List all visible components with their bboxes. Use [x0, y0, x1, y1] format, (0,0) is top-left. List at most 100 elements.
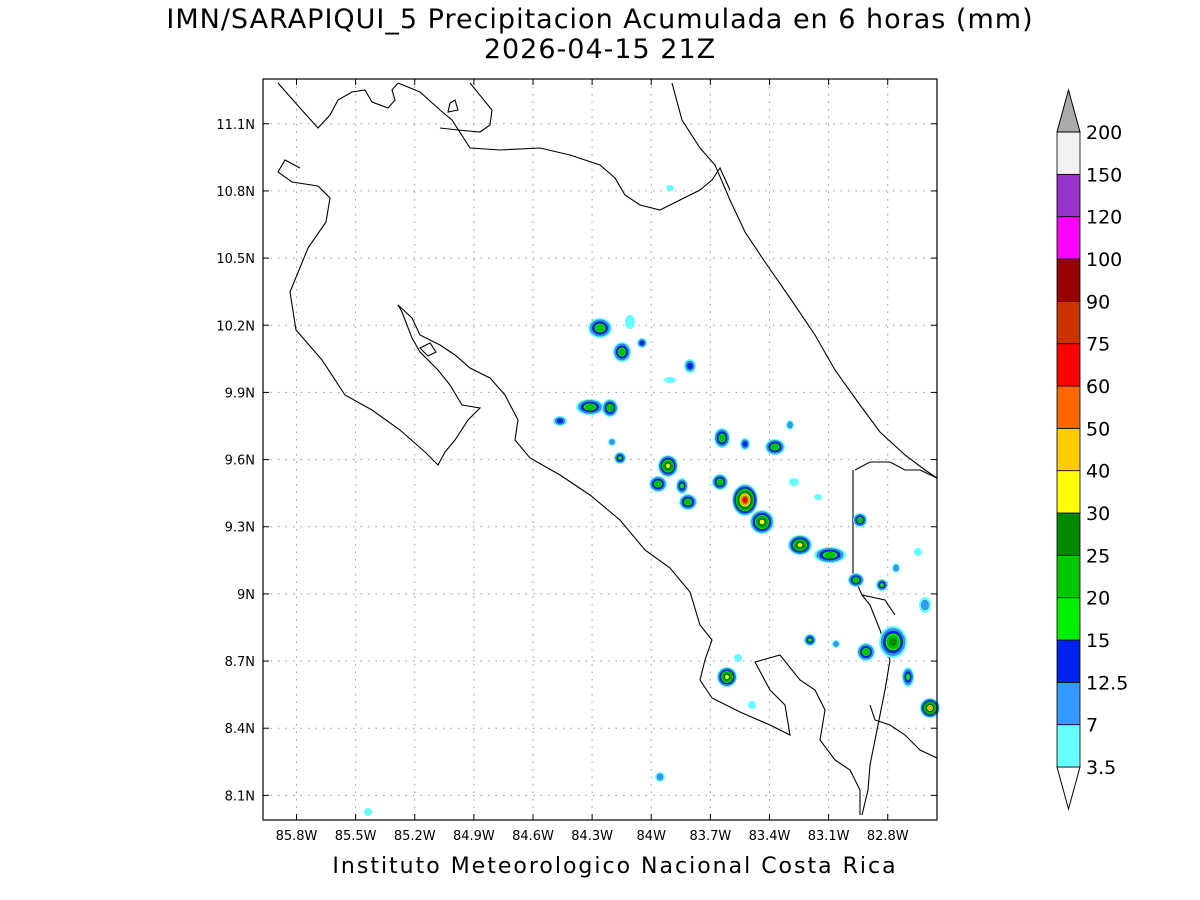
lon-tick-label: 84W: [637, 829, 667, 844]
rain-cell: [717, 667, 737, 687]
lon-tick-label: 83.7W: [689, 829, 731, 844]
rain-contour: [863, 649, 869, 655]
colorbar-label: 150: [1086, 164, 1122, 186]
rain-cell: [637, 338, 647, 348]
colorbar-segment: [1056, 597, 1081, 641]
colorbar-label: 20: [1086, 588, 1110, 610]
rain-contour: [685, 499, 691, 505]
rain-cell: [613, 342, 631, 362]
rain-contour: [585, 404, 595, 410]
footer-credit: Instituto Meteorologico Nacional Costa R…: [332, 854, 898, 879]
rain-contour: [921, 599, 929, 611]
coastline-lake-north: [397, 82, 731, 211]
rain-cell: [602, 399, 618, 417]
lat-tick-label: 9N: [237, 588, 255, 603]
rain-contour: [742, 497, 748, 503]
lat-tick-label: 10.8N: [216, 185, 255, 200]
colorbar-segment: [1056, 724, 1081, 768]
rain-cell: [676, 478, 688, 494]
rain-cell: [740, 438, 750, 450]
rain-cell: [734, 654, 742, 662]
rain-contour: [789, 478, 799, 486]
rain-cell: [750, 510, 774, 534]
lon-tick-label: 84.9W: [453, 829, 495, 844]
rain-contour: [748, 701, 756, 709]
colorbar-label: 15: [1086, 630, 1110, 652]
lat-tick-label: 8.4N: [225, 722, 255, 737]
colorbar-segment: [1056, 512, 1081, 556]
rain-cell: [914, 548, 922, 556]
coastline-caribbean: [671, 82, 938, 479]
colorbar-segment: [1056, 300, 1081, 345]
colorbar-segment: [1056, 385, 1081, 429]
rain-contour: [889, 637, 897, 647]
map-frame: [262, 78, 938, 821]
colorbar-segment: [1056, 681, 1081, 726]
rain-cell: [786, 420, 794, 430]
colorbar-segment: [1056, 258, 1081, 302]
rain-cell: [848, 573, 864, 587]
rain-contour: [807, 637, 813, 643]
rain-contour: [665, 463, 671, 469]
rain-contour: [853, 577, 859, 583]
colorbar-legend: 3.5 7 12.5 15 20 25 30 40 50 60 75 90 100 120 150 200: [1056, 88, 1128, 811]
coastline-chiriqui: [869, 704, 938, 759]
rain-cell: [655, 772, 665, 782]
coastline-island-small: [447, 99, 459, 113]
coastline-north: [277, 82, 399, 129]
rain-contour: [364, 808, 372, 816]
coastline-pacific: [277, 159, 482, 466]
rain-cell: [876, 579, 888, 591]
rain-contour: [905, 673, 911, 681]
colorbar-label: 100: [1086, 249, 1122, 271]
rain-contour: [717, 479, 723, 485]
rain-contour: [655, 481, 661, 487]
colorbar-label: 200: [1086, 122, 1122, 144]
rain-contour: [617, 455, 623, 461]
rain-contour: [771, 444, 779, 450]
rain-contour: [666, 185, 674, 191]
lat-tick-label: 10.2N: [216, 319, 255, 334]
colorbar-top-cap: [1056, 88, 1081, 133]
rain-contour: [879, 582, 885, 588]
rain-cell: [902, 667, 914, 687]
rain-cell: [666, 185, 674, 191]
rain-contour: [556, 418, 564, 424]
map-subtitle-datetime: 2026-04-15 21Z: [483, 34, 717, 65]
rain-cell: [788, 535, 812, 555]
rain-cell: [658, 455, 678, 477]
colorbar-segment: [1056, 343, 1081, 387]
rain-cell: [920, 698, 940, 718]
rain-cell: [649, 476, 667, 492]
colorbar-segment: [1056, 554, 1081, 599]
rain-cell: [748, 701, 756, 709]
rain-contour: [625, 315, 635, 329]
colorbar-label: 120: [1086, 207, 1122, 229]
rain-cell: [789, 478, 799, 486]
rain-contour: [825, 552, 835, 558]
colorbar-label: 30: [1086, 503, 1110, 525]
rain-cell: [614, 452, 626, 464]
graticule-grid: [263, 79, 937, 820]
colorbar-segment: [1056, 427, 1081, 472]
colorbar-label: 90: [1086, 291, 1110, 313]
lon-tick-label: 84.6W: [512, 829, 554, 844]
rain-cell: [364, 808, 372, 816]
rain-cell: [732, 484, 758, 516]
map-title: IMN/SARAPIQUI_5 Precipitacion Acumulada …: [166, 4, 1034, 35]
colorbar-label: 40: [1086, 461, 1110, 483]
border-panama: [852, 470, 896, 616]
rain-contour: [596, 324, 604, 332]
rain-cell: [664, 377, 676, 383]
rain-contour: [619, 348, 625, 356]
rain-contour: [814, 494, 822, 500]
rain-cell: [853, 513, 867, 527]
coastline-nicaragua-edge: [439, 82, 493, 133]
colorbar-segment: [1056, 131, 1081, 175]
colorbar-label: 60: [1086, 376, 1110, 398]
rain-contour: [759, 519, 765, 525]
rain-cell: [857, 643, 875, 661]
rain-cell: [832, 640, 840, 648]
rain-contour: [734, 654, 742, 662]
rain-cell: [804, 634, 816, 646]
